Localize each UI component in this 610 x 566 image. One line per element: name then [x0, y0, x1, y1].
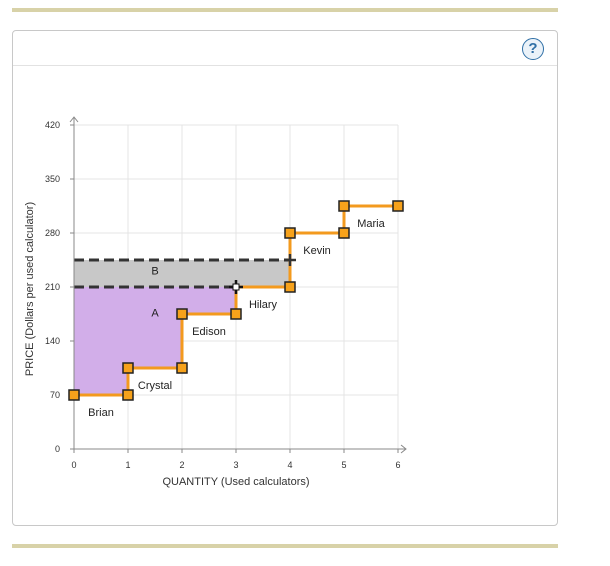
seller-label-maria: Maria	[357, 218, 385, 230]
y-tick-label: 70	[50, 390, 60, 400]
supply-point[interactable]	[176, 308, 188, 320]
supply-point[interactable]	[176, 362, 188, 374]
area-a-label: A	[151, 307, 159, 319]
seller-label-kevin: Kevin	[303, 245, 331, 257]
area-b	[74, 260, 290, 287]
cursor-center	[232, 283, 240, 291]
supply-point[interactable]	[392, 200, 404, 212]
x-tick-label: 1	[125, 460, 130, 470]
x-tick-label: 3	[233, 460, 238, 470]
supply-point[interactable]	[338, 200, 350, 212]
y-axis-arrow	[69, 116, 79, 123]
supply-point[interactable]	[122, 362, 134, 374]
bottom-rule	[12, 544, 558, 548]
seller-points[interactable]	[68, 200, 404, 401]
top-rule	[12, 8, 558, 12]
x-axis-title: QUANTITY (Used calculators)	[162, 476, 309, 488]
price-dashed-lines	[74, 258, 290, 289]
y-tick-label: 420	[45, 120, 60, 130]
area-b-label: B	[151, 266, 158, 278]
y-tick-label: 280	[45, 228, 60, 238]
supply-point[interactable]	[122, 389, 134, 401]
panel-divider	[13, 65, 557, 66]
seller-labels: Brian Crystal Edison Hilary Kevin Maria	[88, 218, 385, 419]
drag-cursor[interactable]	[229, 254, 296, 294]
x-tick-label: 0	[71, 460, 76, 470]
seller-label-brian: Brian	[88, 407, 114, 419]
axes: 0 1 2 3 4 5 6 0 70 140 210 280 350 420	[45, 116, 407, 470]
x-tick-label: 2	[179, 460, 184, 470]
supply-point[interactable]	[284, 281, 296, 293]
help-button[interactable]: ?	[522, 38, 544, 60]
x-axis-arrow	[400, 444, 407, 454]
supply-point[interactable]	[68, 389, 80, 401]
y-axis-title: PRICE (Dollars per used calculator)	[24, 202, 36, 376]
y-tick-label: 210	[45, 282, 60, 292]
seller-label-hilary: Hilary	[249, 299, 278, 311]
x-tick-label: 4	[287, 460, 292, 470]
y-tick-label: 140	[45, 336, 60, 346]
x-tick-label: 6	[395, 460, 400, 470]
y-tick-label: 350	[45, 174, 60, 184]
supply-point[interactable]	[338, 227, 350, 239]
x-tick-label: 5	[341, 460, 346, 470]
seller-label-crystal: Crystal	[138, 380, 172, 392]
supply-point[interactable]	[284, 227, 296, 239]
seller-label-edison: Edison	[192, 326, 226, 338]
y-tick-label: 0	[55, 444, 60, 454]
supply-point[interactable]	[230, 308, 242, 320]
